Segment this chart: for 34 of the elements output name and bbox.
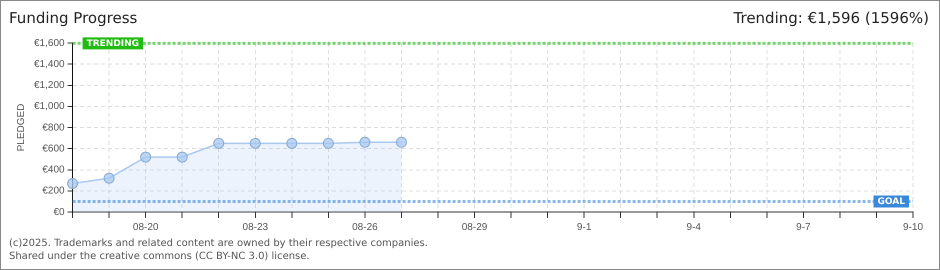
point	[67, 178, 78, 189]
y-tick-label: €200	[42, 186, 66, 197]
y-axis-title: PLEDGED	[16, 104, 27, 152]
x-tick-label: 08-23	[242, 222, 269, 233]
x-tick-label: 08-20	[132, 222, 159, 233]
x-tick-label: 08-26	[352, 222, 378, 233]
chart-subtitle: Trending: €1,596 (1596%)	[734, 9, 929, 27]
y-tick-label: €600	[42, 143, 66, 154]
chart-title: Funding Progress	[9, 9, 138, 27]
x-tick-label: 08-29	[462, 222, 488, 233]
y-tick-label: €400	[42, 164, 66, 176]
y-tick-label: €1,200	[34, 80, 66, 91]
y-tick-label: €1,400	[34, 58, 66, 70]
point	[176, 152, 188, 163]
point	[104, 172, 115, 184]
point	[140, 152, 152, 163]
y-tick-label: €1,600	[34, 38, 66, 49]
y-tick-label: €0	[53, 206, 66, 218]
ref-line-label: TRENDING	[86, 38, 140, 49]
x-tick-label: 9-7	[796, 222, 812, 233]
text: Shared under the creative commons (CC BY-NC 3.0) license.	[9, 250, 311, 263]
y-tick-label: €1,000	[34, 101, 66, 112]
y-tick-label: €800	[42, 122, 66, 134]
point	[359, 136, 370, 148]
x-tick-label: 9-1	[576, 222, 592, 233]
x-tick-label: 9-4	[686, 222, 702, 233]
point	[322, 138, 334, 149]
ref-line-label: GOAL	[878, 196, 906, 207]
point	[286, 138, 298, 149]
x-tick-label: 9-10	[902, 222, 924, 233]
text: (c)2025. Trademarks and related content are owned by their respective companies.	[9, 237, 428, 250]
point	[213, 138, 224, 149]
point	[250, 138, 261, 149]
point	[396, 136, 407, 148]
